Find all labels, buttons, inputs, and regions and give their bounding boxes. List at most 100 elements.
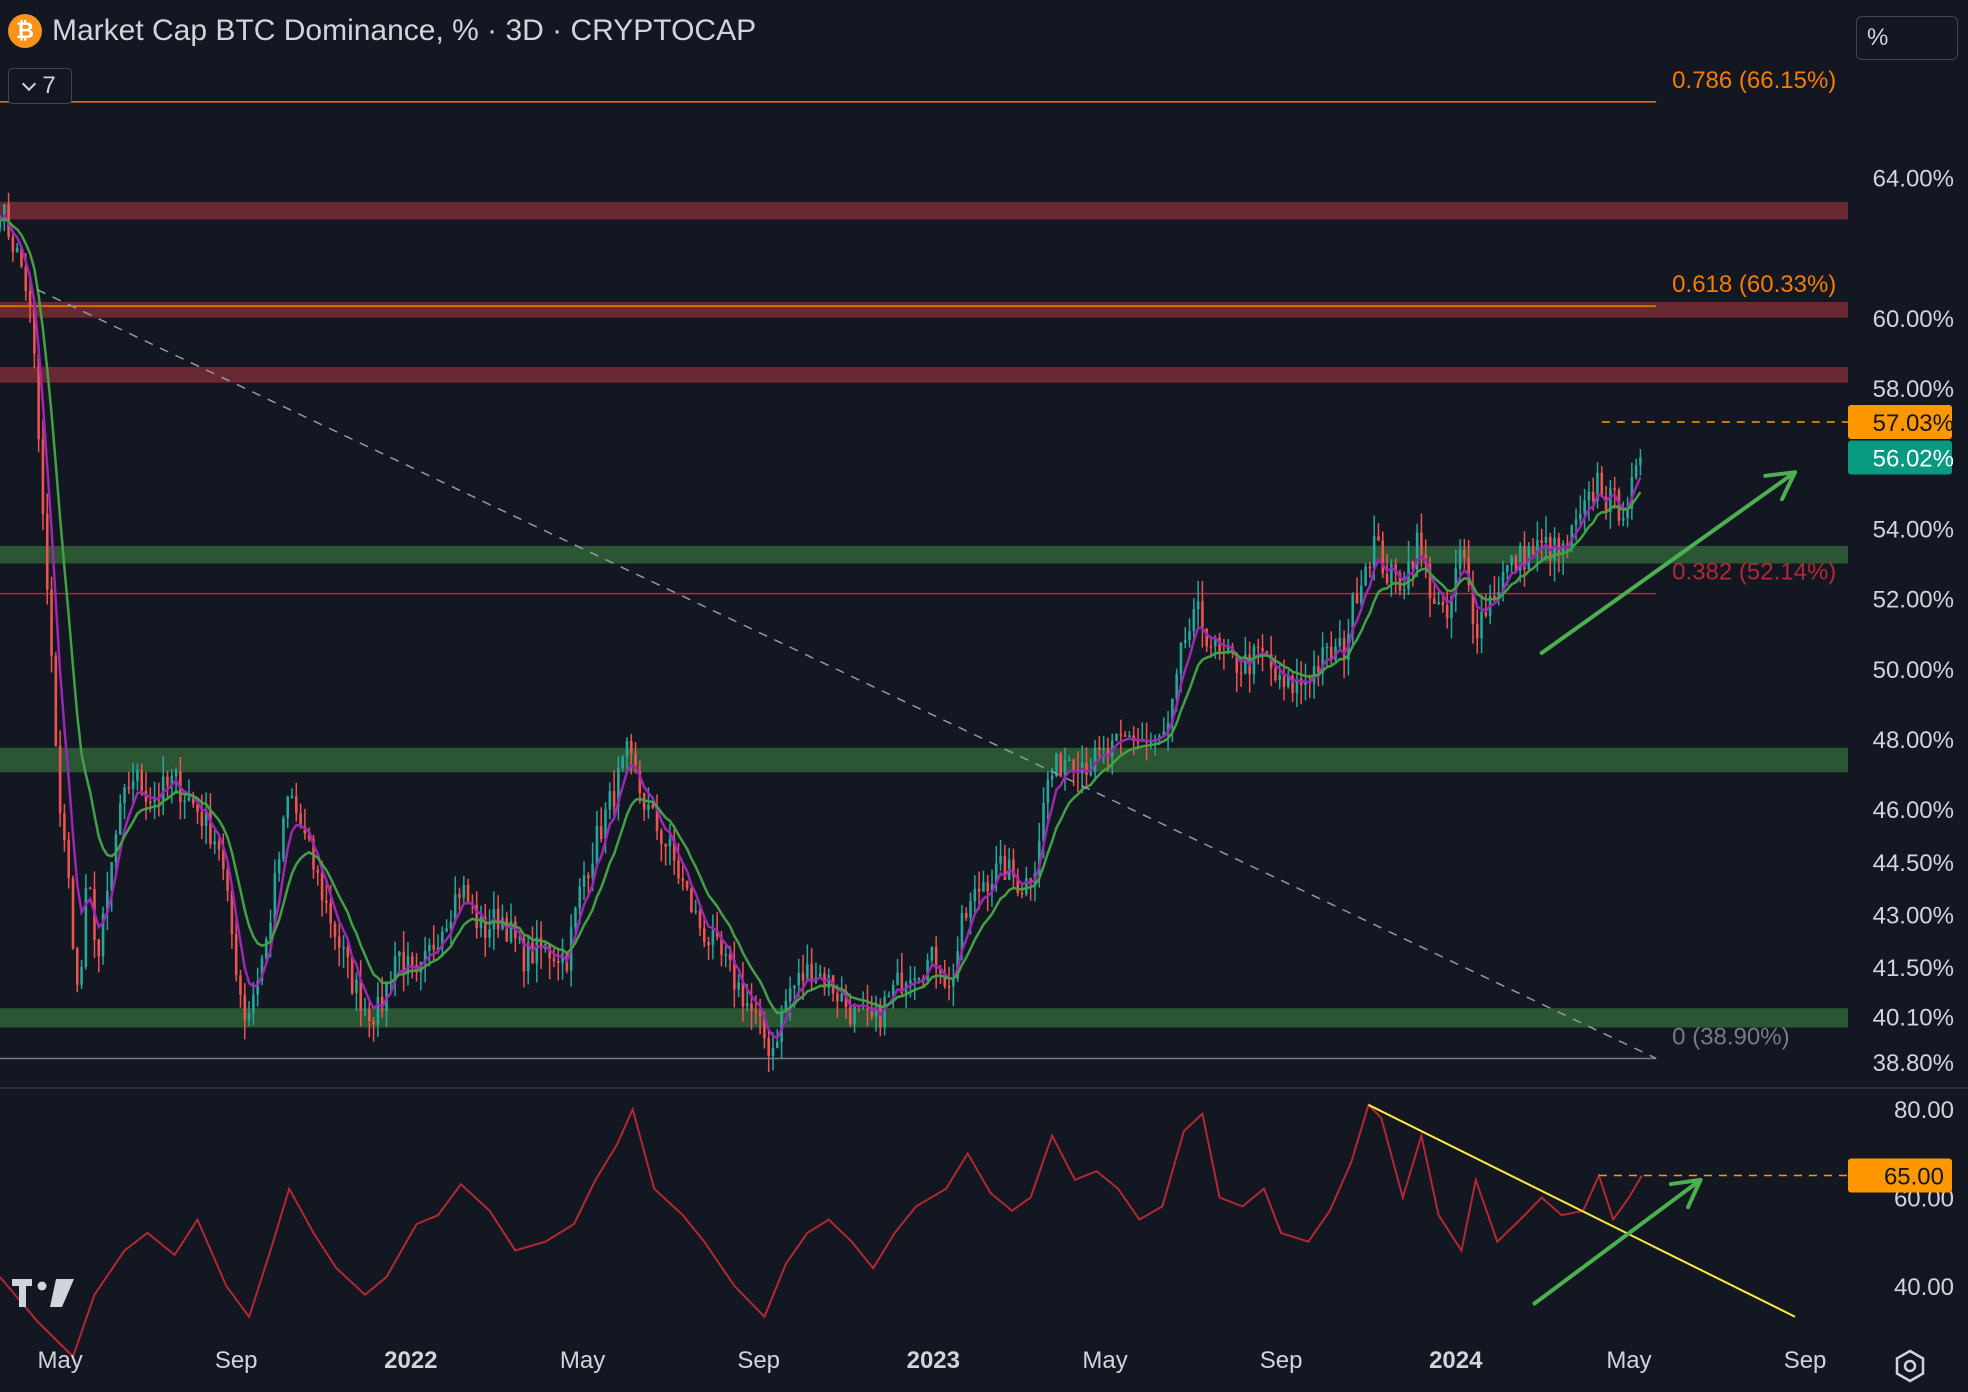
candle-body bbox=[303, 826, 307, 834]
candle-body bbox=[926, 960, 929, 980]
candle-body bbox=[1342, 638, 1346, 660]
candle-body bbox=[784, 1001, 788, 1012]
candle-body bbox=[45, 513, 49, 590]
candle-body bbox=[1003, 856, 1007, 880]
candle-body bbox=[651, 804, 655, 808]
candle-body bbox=[234, 934, 238, 976]
axes: 64.00% 60.00% 58.00% 54.00% 52.00% 50.00% 48.0… bbox=[0, 165, 1968, 1374]
candle-body bbox=[1510, 555, 1513, 566]
candle-body bbox=[1042, 802, 1045, 841]
candle-body bbox=[848, 1007, 852, 1025]
candle-body bbox=[973, 888, 977, 902]
candle-body bbox=[664, 843, 667, 847]
candle-body bbox=[496, 908, 500, 930]
candle-body bbox=[582, 875, 586, 887]
candle-body bbox=[1063, 759, 1067, 777]
candle-body bbox=[398, 951, 401, 957]
candle-body bbox=[501, 917, 504, 930]
candle-body bbox=[462, 884, 466, 898]
candle-body bbox=[153, 799, 156, 802]
tradingview-logo-icon[interactable] bbox=[12, 1278, 76, 1308]
date-tick-label: 2022 bbox=[384, 1347, 437, 1374]
candle-body bbox=[1025, 878, 1028, 895]
candle-body bbox=[1261, 648, 1264, 652]
candle-body bbox=[269, 922, 272, 940]
candle-body bbox=[187, 796, 191, 801]
scale-mode-label: % bbox=[1867, 24, 1889, 51]
candle-body bbox=[286, 796, 290, 818]
candle-body bbox=[1445, 605, 1449, 619]
price-tick-label: 43.00% bbox=[1873, 903, 1954, 930]
price-tick-label: 38.80% bbox=[1873, 1050, 1954, 1077]
candle-body bbox=[222, 849, 225, 870]
candle-body bbox=[196, 803, 199, 812]
candle-body bbox=[1046, 779, 1050, 803]
candle-body bbox=[535, 937, 539, 964]
candle-body bbox=[964, 912, 968, 918]
candle-body bbox=[1278, 675, 1282, 680]
date-tick-label: Sep bbox=[215, 1347, 258, 1374]
candle-body bbox=[668, 839, 672, 847]
candle-body bbox=[1209, 646, 1213, 648]
candle-body bbox=[1570, 525, 1574, 548]
candle-body bbox=[76, 948, 79, 985]
candle-body bbox=[191, 796, 195, 804]
candle-body bbox=[1604, 496, 1608, 513]
candle-body bbox=[539, 937, 543, 949]
candle-body bbox=[1536, 540, 1539, 554]
candle-body bbox=[771, 1048, 775, 1056]
scale-mode-button[interactable]: % bbox=[1856, 16, 1958, 60]
candle-body bbox=[1158, 735, 1161, 740]
candle-body bbox=[1226, 646, 1230, 653]
candle-body bbox=[380, 996, 384, 1012]
candle-body bbox=[994, 863, 998, 884]
candle-body bbox=[1480, 611, 1483, 639]
candle-body bbox=[1493, 596, 1496, 599]
candle-body bbox=[37, 353, 40, 440]
candle-body bbox=[883, 997, 886, 1028]
settings-gear-icon[interactable] bbox=[1892, 1348, 1928, 1384]
candle-body bbox=[526, 942, 530, 972]
candle-body bbox=[436, 947, 440, 950]
indicators-toggle-button[interactable]: 7 bbox=[8, 68, 72, 104]
price-tick-label: 50.00% bbox=[1873, 657, 1954, 684]
candle-body bbox=[818, 973, 822, 978]
candle-body bbox=[870, 1007, 874, 1017]
candle-body bbox=[518, 937, 521, 940]
candle-body bbox=[900, 972, 904, 994]
candle-body bbox=[1085, 762, 1088, 776]
bitcoin-logo-icon: ₿ bbox=[8, 14, 42, 48]
resistance-zone bbox=[0, 301, 1848, 318]
candle-body bbox=[316, 869, 320, 873]
candle-body bbox=[952, 978, 955, 987]
candle-body bbox=[174, 770, 178, 777]
last-price-badge-bg bbox=[1848, 440, 1952, 475]
candle-body bbox=[561, 953, 564, 964]
candle-body bbox=[372, 1021, 375, 1025]
candle-body bbox=[1514, 555, 1518, 571]
candle-body bbox=[741, 982, 745, 1007]
candle-body bbox=[694, 910, 697, 913]
candle-body bbox=[1304, 681, 1307, 685]
candle-body bbox=[1106, 748, 1110, 757]
date-tick-label: Sep bbox=[1260, 1347, 1303, 1374]
candle-body bbox=[1149, 741, 1153, 744]
candle-body bbox=[368, 1009, 371, 1022]
candle-body bbox=[505, 917, 509, 942]
candle-body bbox=[363, 1009, 367, 1012]
candle-body bbox=[376, 996, 380, 1025]
candle-body bbox=[655, 807, 659, 831]
candle-body bbox=[685, 880, 689, 889]
date-tick-label: 2023 bbox=[907, 1347, 960, 1374]
candle-body bbox=[913, 978, 916, 981]
candle-body bbox=[33, 307, 36, 354]
candle-body bbox=[728, 954, 732, 960]
indicator-count: 7 bbox=[42, 72, 56, 99]
candle-body bbox=[1501, 571, 1505, 593]
candle-body bbox=[1360, 585, 1363, 604]
candle-body bbox=[1596, 472, 1599, 502]
candle-body bbox=[1475, 623, 1479, 639]
candle-body bbox=[101, 913, 105, 957]
candle-body bbox=[41, 439, 45, 514]
